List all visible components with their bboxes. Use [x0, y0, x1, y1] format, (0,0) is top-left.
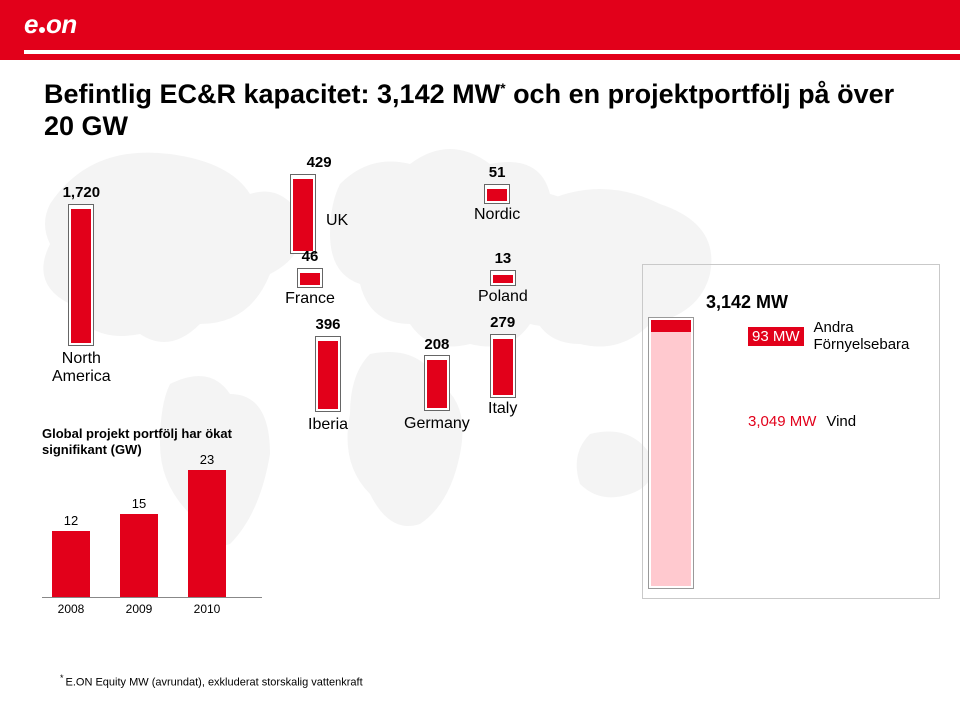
brand-header: eon: [0, 0, 960, 54]
mini-val-2009: 15: [120, 496, 158, 511]
mini-val-2010: 23: [188, 452, 226, 467]
mini-bar-2008: 12: [52, 531, 90, 597]
mini-chart-xaxis: 2008 2009 2010: [42, 598, 262, 616]
mini-x-2010: 2010: [188, 602, 226, 616]
bar-italy: [490, 334, 516, 398]
footnote: *E.ON Equity MW (avrundat), exkluderat s…: [60, 673, 363, 689]
slide-content: Befintlig EC&R kapacitet: 3,142 MW* och …: [0, 54, 960, 701]
title-text-a: Befintlig EC&R kapacitet: 3,142 MW: [44, 79, 500, 109]
label-nordic: Nordic: [474, 206, 520, 224]
country-nordic: 51 Nordic: [474, 164, 520, 224]
footnote-text: E.ON Equity MW (avrundat), exkluderat st…: [66, 677, 363, 689]
mini-chart-area: 12 15 23: [42, 459, 262, 598]
legend-row-other: 93 MW AndraFörnyelsebara: [748, 319, 914, 353]
label-poland: Poland: [478, 288, 528, 306]
value-north-america: 1,720: [52, 184, 111, 201]
bar-nordic: [484, 184, 510, 204]
mini-bar-2009: 15: [120, 514, 158, 597]
value-poland: 13: [495, 250, 512, 267]
country-italy: 279 Italy: [488, 314, 517, 418]
mini-x-2008: 2008: [52, 602, 90, 616]
brand-logo: eon: [0, 0, 960, 48]
country-germany: 208 Germany: [404, 336, 470, 433]
value-france: 46: [302, 248, 319, 265]
bar-france: [297, 268, 323, 288]
bar-poland: [490, 270, 516, 286]
value-iberia: 396: [316, 316, 341, 333]
mini-chart-title: Global projekt portfölj har ökat signifi…: [42, 426, 262, 457]
bar-north-america: [68, 204, 94, 346]
legend-seg-other: [651, 320, 691, 332]
label-italy: Italy: [488, 400, 517, 418]
country-poland: 13 Poland: [478, 250, 528, 306]
country-north-america: 1,720 NorthAmerica: [52, 184, 111, 386]
footnote-asterisk-icon: *: [60, 673, 64, 683]
value-germany: 208: [424, 336, 449, 353]
label-north-america: NorthAmerica: [52, 350, 111, 386]
mini-val-2008: 12: [52, 513, 90, 528]
label-france: France: [285, 290, 335, 308]
value-italy: 279: [490, 314, 515, 331]
country-uk: 429 UK: [290, 154, 348, 254]
legend-stacked-bar: [648, 317, 694, 589]
value-uk: 429: [290, 154, 348, 171]
legend-label-other: AndraFörnyelsebara: [814, 319, 914, 353]
logo-dot-icon: [39, 27, 45, 33]
label-germany: Germany: [404, 415, 470, 433]
legend-value-other: 93 MW: [748, 327, 804, 346]
mini-bar-2010: 23: [188, 470, 226, 597]
mini-chart-pipeline: Global projekt portfölj har ökat signifi…: [42, 426, 262, 616]
title-asterisk: *: [500, 80, 505, 96]
value-nordic: 51: [489, 164, 506, 181]
country-france: 46 France: [284, 248, 336, 308]
label-iberia: Iberia: [308, 416, 348, 434]
mini-x-2009: 2009: [120, 602, 158, 616]
bar-uk: [290, 174, 316, 254]
label-uk: UK: [326, 212, 348, 230]
legend-value-wind: 3,049 MW: [748, 413, 816, 430]
legend-seg-wind: [651, 332, 691, 586]
country-iberia: 396 Iberia: [308, 316, 348, 434]
logo-text: eon: [24, 9, 77, 40]
bar-germany: [424, 355, 450, 411]
legend-row-wind: 3,049 MW Vind: [748, 413, 926, 430]
bar-iberia: [315, 336, 341, 412]
legend-label-wind: Vind: [826, 413, 926, 430]
legend-total-capacity: 3,142 MW 93 MW AndraFörnyelsebara 3,049 …: [648, 292, 928, 589]
